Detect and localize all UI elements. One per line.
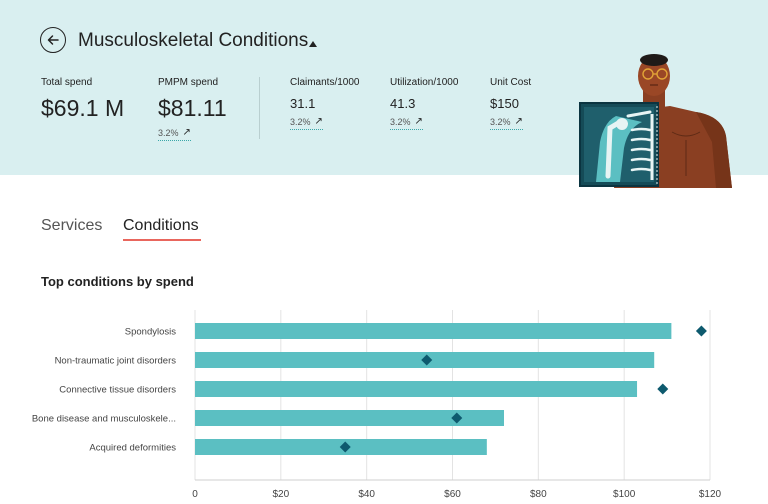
x-tick-label: 0: [192, 489, 198, 500]
metric-value: 31.1: [290, 96, 316, 111]
metric-value: $81.11: [158, 95, 227, 121]
change-value: 3.2%: [290, 116, 311, 127]
xray-person-illustration: [579, 54, 732, 188]
marker-diamond: [339, 441, 351, 453]
arrow-up-right-icon: ↗: [182, 127, 191, 138]
metric-label: Total spend: [41, 77, 93, 88]
x-tick-label: $120: [699, 489, 722, 500]
arrow-up-right-icon: ↗: [314, 116, 323, 127]
marker-diamond: [695, 325, 707, 337]
metric-unit-cost: Unit Cost $150 3.2% ↗: [490, 77, 531, 130]
metrics-divider: [259, 77, 260, 139]
marker-diamond: [421, 354, 433, 366]
tab-conditions[interactable]: Conditions: [123, 217, 199, 234]
metric-label: Unit Cost: [490, 77, 532, 88]
metric-change[interactable]: 3.2% ↗: [158, 127, 191, 141]
summary-header: Musculoskeletal Conditions Total spend $…: [0, 0, 768, 175]
x-tick-label: $20: [272, 489, 289, 500]
category-label: Non-traumatic joint disorders: [55, 356, 177, 367]
metric-pmpm: PMPM spend $81.11 3.2% ↗: [158, 77, 227, 141]
arrow-up-right-icon: ↗: [414, 116, 423, 127]
x-tick-label: $40: [358, 489, 375, 500]
metric-value: $150: [490, 96, 519, 111]
arrow-left-icon: [47, 35, 59, 45]
x-tick-label: $80: [530, 489, 547, 500]
bar: [195, 323, 672, 339]
bar: [195, 381, 638, 397]
marker-diamond: [451, 412, 463, 424]
metric-claimants: Claimants/1000 31.1 3.2% ↗: [290, 77, 359, 130]
category-label: Connective tissue disorders: [59, 385, 176, 396]
bar: [195, 410, 504, 426]
x-tick-label: $60: [444, 489, 461, 500]
metric-utilization: Utilization/1000 41.3 3.2% ↗: [390, 77, 458, 130]
back-button[interactable]: [40, 27, 66, 53]
page-title: Musculoskeletal Conditions: [78, 30, 309, 51]
metric-total-spend: Total spend $69.1 M: [41, 77, 124, 122]
category-label: Bone disease and musculoskele...: [32, 414, 176, 425]
marker-diamond: [657, 383, 669, 395]
change-value: 3.2%: [490, 116, 511, 127]
arrow-up-right-icon: ↗: [514, 116, 523, 127]
category-label: Spondylosis: [125, 327, 176, 338]
x-tick-label: $100: [613, 489, 636, 500]
metric-change[interactable]: 3.2% ↗: [390, 116, 423, 130]
metric-value: $69.1 M: [41, 95, 125, 121]
chart-title: Top conditions by spend: [41, 274, 194, 289]
change-value: 3.2%: [390, 116, 411, 127]
caret-up-icon[interactable]: [309, 41, 317, 47]
metric-value: 41.3: [390, 96, 416, 111]
metric-label: PMPM spend: [158, 77, 219, 88]
tab-services[interactable]: Services: [41, 217, 103, 234]
active-tab-indicator: [123, 239, 201, 241]
change-value: 3.2%: [158, 127, 179, 138]
metric-label: Utilization/1000: [390, 77, 459, 88]
category-label: Acquired deformities: [89, 443, 176, 454]
metric-change[interactable]: 3.2% ↗: [490, 116, 523, 130]
conditions-bar-chart: 0 $20 $40 $60 $80 $100 $120 Spondylosis Non-trau…: [32, 310, 722, 500]
metric-label: Claimants/1000: [290, 77, 360, 88]
metric-change[interactable]: 3.2% ↗: [290, 116, 323, 130]
